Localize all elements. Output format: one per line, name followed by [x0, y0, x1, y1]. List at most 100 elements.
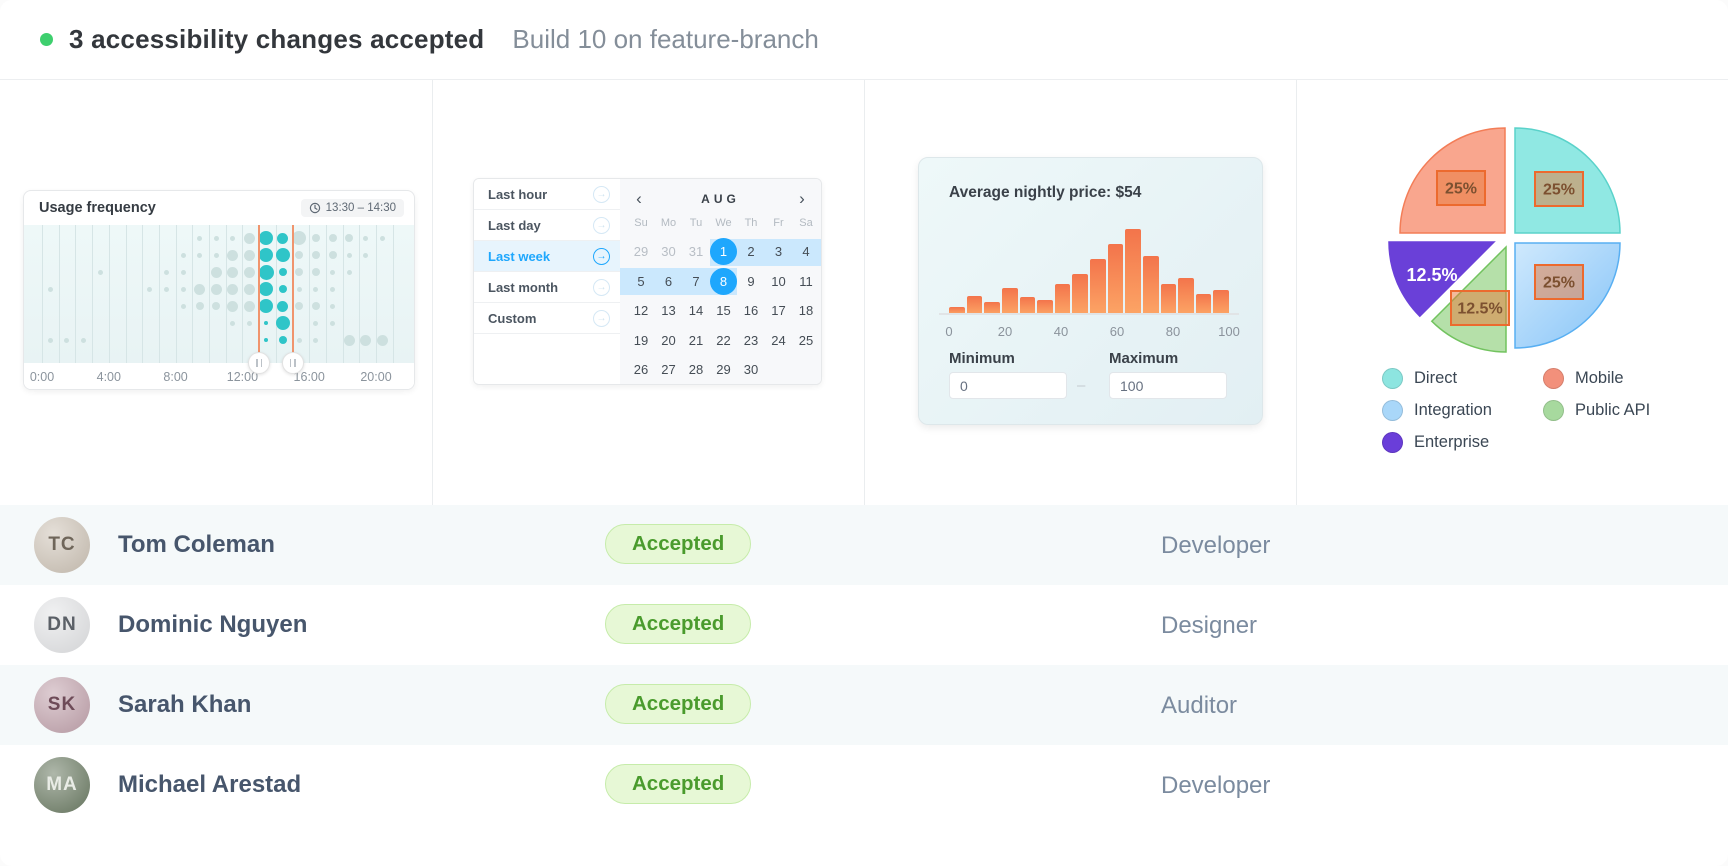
status-badge: Accepted [605, 764, 752, 804]
calendar-day-11[interactable]: 11 [799, 273, 813, 289]
calendar-day-14[interactable]: 14 [688, 303, 704, 318]
day-name-label: Su [634, 217, 648, 229]
calendar-day-18[interactable]: 18 [798, 303, 814, 318]
grid-line [376, 225, 377, 363]
legend-swatch-icon [1382, 400, 1403, 421]
calendar-day-28[interactable]: 28 [688, 362, 704, 377]
status-cell: Accepted [605, 684, 752, 724]
grid-line [42, 225, 43, 363]
table-row[interactable]: SK Sarah Khan Accepted Auditor [0, 665, 1728, 745]
price-slider-track[interactable] [939, 313, 1239, 315]
grid-line [392, 225, 394, 363]
calendar-day-27[interactable]: 27 [661, 362, 676, 377]
date-preset-menu: Last hour → Last day → Last week → Last month →… [474, 179, 621, 384]
grid-line [125, 225, 127, 363]
usage-dot [194, 283, 206, 295]
preset-last-week[interactable]: Last week → [474, 241, 620, 272]
calendar-day-30[interactable]: 30 [661, 244, 676, 259]
usage-dot [47, 286, 53, 292]
usage-range-handle[interactable] [248, 352, 271, 374]
calendar-day-12[interactable]: 12 [633, 303, 649, 318]
calendar-day-26[interactable]: 26 [633, 362, 649, 377]
calendar: ‹ AUG › Su Mo Tu We Th Fr Sa 29 30 31 1 2 3 4 5 6 7 8 9 10… [620, 179, 821, 384]
calendar-day-8[interactable]: 8 [710, 267, 737, 295]
calendar-day-2[interactable]: 2 [747, 244, 755, 259]
day-name-label: Th [744, 217, 758, 229]
calendar-day-29[interactable]: 29 [633, 244, 649, 259]
usage-dot [97, 269, 103, 275]
calendar-next-button[interactable]: › [799, 189, 805, 208]
usage-dot [244, 300, 255, 312]
calendar-day-1[interactable]: 1 [710, 238, 737, 265]
apply-arrow-icon: → [593, 185, 610, 203]
legend-label: Integration [1414, 401, 1492, 419]
preset-last-month[interactable]: Last month → [474, 272, 620, 303]
table-row[interactable]: DN Dominic Nguyen Accepted Designer [0, 585, 1728, 665]
preset-label: Custom [488, 310, 537, 326]
calendar-day-20[interactable]: 20 [661, 332, 676, 348]
preset-last-hour[interactable]: Last hour → [474, 179, 620, 210]
person-role: Developer [1161, 772, 1271, 799]
usage-range-handle[interactable] [281, 352, 304, 374]
calendar-day-19[interactable]: 19 [633, 332, 649, 348]
build-status-header: 3 accessibility changes accepted Build 1… [0, 0, 1728, 80]
calendar-day-10[interactable]: 10 [771, 273, 786, 289]
histogram-bar [1125, 229, 1141, 314]
calendar-day-24[interactable]: 24 [771, 332, 786, 348]
legend-label: Mobile [1575, 369, 1624, 387]
legend-label: Direct [1414, 369, 1458, 387]
usage-dot [147, 286, 153, 292]
calendar-day-25[interactable]: 25 [798, 332, 814, 348]
calendar-day-6[interactable]: 6 [664, 273, 673, 289]
calendar-day-30[interactable]: 30 [743, 362, 759, 377]
calendar-day-22[interactable]: 22 [716, 332, 731, 348]
preset-custom[interactable]: Custom → [474, 303, 620, 334]
avatar: TC [34, 517, 90, 573]
calendar-day-15[interactable]: 15 [716, 303, 731, 318]
calendar-day-31[interactable]: 31 [688, 244, 704, 259]
usage-dot [227, 283, 239, 295]
calendar-day-29[interactable]: 29 [716, 362, 731, 377]
calendar-day-9[interactable]: 9 [747, 273, 755, 289]
histogram-bar [1213, 290, 1229, 314]
usage-dot [311, 251, 320, 259]
usage-dot [275, 316, 290, 330]
price-tick-label: 20 [997, 324, 1013, 339]
grid-line [342, 225, 344, 363]
calendar-day-23[interactable]: 23 [743, 332, 759, 348]
calendar-day-4[interactable]: 4 [802, 244, 810, 259]
histogram-bar [1090, 258, 1106, 314]
minimum-input[interactable] [949, 372, 1067, 399]
table-row[interactable]: MA Michael Arestad Accepted Developer [0, 745, 1728, 825]
calendar-day-7[interactable]: 7 [692, 273, 700, 289]
calendar-day-13[interactable]: 13 [661, 303, 676, 318]
maximum-input[interactable] [1109, 372, 1227, 399]
usage-dot [227, 249, 239, 261]
usage-dot [227, 300, 239, 312]
avatar: DN [34, 597, 90, 653]
grid-line [75, 225, 77, 363]
histogram-bar [1142, 256, 1159, 314]
calendar-day-16[interactable]: 16 [743, 303, 759, 318]
histogram-bar [984, 302, 1000, 314]
grid-line [175, 225, 177, 363]
usage-dot [81, 337, 86, 343]
calendar-day-21[interactable]: 21 [688, 332, 704, 348]
slice-annotation-box [1534, 264, 1584, 300]
preset-last-day[interactable]: Last day → [474, 210, 620, 241]
day-name-label: Mo [660, 217, 677, 229]
usage-dot [164, 269, 169, 275]
usage-dot [313, 286, 319, 292]
status-badge: Accepted [605, 604, 752, 644]
day-name-label: Fr [773, 217, 784, 229]
calendar-day-5[interactable]: 5 [637, 273, 645, 289]
usage-dot [346, 269, 352, 275]
usage-dot [244, 266, 255, 278]
price-tick-label: 40 [1053, 324, 1069, 339]
table-row[interactable]: TC Tom Coleman Accepted Developer [0, 505, 1728, 585]
calendar-day-17[interactable]: 17 [771, 303, 786, 318]
calendar-prev-button[interactable]: ‹ [636, 189, 642, 208]
grid-line [209, 225, 210, 363]
slice-value-label: 25% [1445, 181, 1477, 198]
calendar-day-3[interactable]: 3 [774, 244, 783, 259]
